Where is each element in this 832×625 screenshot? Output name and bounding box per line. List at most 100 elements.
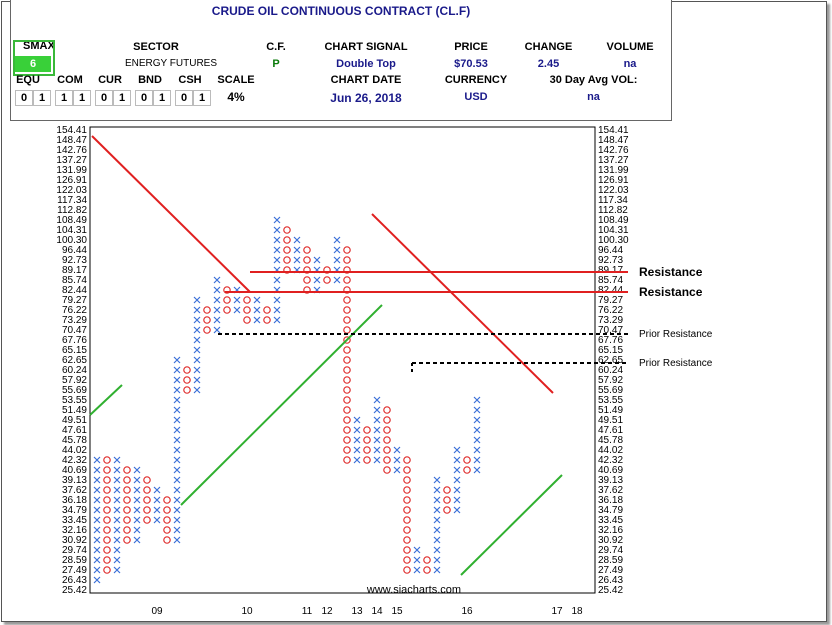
y-tick-label-right: 137.27 — [598, 155, 629, 166]
smax-label: SMAX — [23, 40, 55, 52]
o-mark — [123, 496, 131, 504]
o-mark — [123, 466, 131, 474]
y-tick-label-right: 100.30 — [598, 235, 629, 246]
x-mark — [133, 516, 141, 524]
uptrend-line — [180, 304, 383, 506]
o-mark — [223, 296, 231, 304]
x-mark — [153, 496, 161, 504]
y-tick-label-right: 57.92 — [598, 375, 623, 386]
asset-class-value: 0 — [95, 90, 113, 106]
asset-class-value: 0 — [135, 90, 153, 106]
o-mark — [343, 416, 351, 424]
x-mark — [433, 476, 441, 484]
o-mark — [343, 306, 351, 314]
x-mark — [273, 226, 281, 234]
y-tick-label-right: 76.22 — [598, 305, 623, 316]
o-mark — [163, 506, 171, 514]
x-mark — [273, 256, 281, 264]
x-mark — [113, 466, 121, 474]
asset-class-value: 1 — [55, 90, 73, 106]
y-tick-label-right: 34.79 — [598, 505, 623, 516]
avgvol-value: na — [587, 91, 600, 103]
x-mark — [173, 376, 181, 384]
x-mark — [433, 546, 441, 554]
y-tick-label-left: 39.13 — [62, 475, 87, 486]
x-mark — [173, 426, 181, 434]
y-tick-label-right: 112.82 — [598, 205, 628, 216]
equ-label: EQU — [16, 74, 40, 86]
signal-label: CHART SIGNAL — [324, 41, 408, 53]
y-tick-label-left: 108.49 — [56, 215, 87, 226]
x-mark — [373, 456, 381, 464]
o-mark — [103, 536, 111, 544]
y-tick-label-right: 122.03 — [598, 185, 629, 196]
o-mark — [283, 246, 291, 254]
y-tick-label-left: 49.51 — [62, 415, 87, 426]
change-value: 2.45 — [537, 58, 560, 70]
x-mark — [453, 506, 461, 514]
y-tick-label-left: 30.92 — [62, 535, 87, 546]
x-mark — [273, 296, 281, 304]
x-mark — [93, 456, 101, 464]
y-tick-label-left: 51.49 — [62, 405, 87, 416]
volume-label: VOLUME — [606, 41, 654, 53]
y-tick-label-left: 34.79 — [62, 505, 87, 516]
y-tick-label-right: 89.17 — [598, 265, 623, 276]
y-tick-label-right: 36.18 — [598, 495, 623, 506]
x-mark — [113, 536, 121, 544]
prior-resistance-label: Prior Resistance — [639, 329, 713, 340]
date-value: Jun 26, 2018 — [330, 91, 402, 105]
o-mark — [343, 296, 351, 304]
x-mark — [313, 276, 321, 284]
o-mark — [263, 306, 271, 314]
y-tick-label-left: 73.29 — [62, 315, 87, 326]
com-label: COM — [57, 74, 83, 86]
o-mark — [403, 486, 411, 494]
o-mark — [223, 306, 231, 314]
x-mark — [173, 496, 181, 504]
y-tick-label-left: 33.45 — [62, 515, 87, 526]
o-mark — [163, 526, 171, 534]
x-mark — [333, 236, 341, 244]
o-mark — [143, 476, 151, 484]
x-mark — [193, 316, 201, 324]
x-mark — [473, 456, 481, 464]
cur-label: CUR — [98, 74, 122, 86]
resistance-label: Resistance — [639, 265, 703, 279]
x-mark — [393, 446, 401, 454]
x-mark — [353, 416, 361, 424]
x-mark — [293, 236, 301, 244]
y-tick-label-right: 67.76 — [598, 335, 623, 346]
y-tick-label-left: 36.18 — [62, 495, 87, 506]
asset-class-value: 1 — [73, 90, 91, 106]
x-mark — [113, 546, 121, 554]
o-mark — [383, 426, 391, 434]
currency-value: USD — [464, 91, 488, 103]
x-mark — [193, 336, 201, 344]
x-mark — [433, 536, 441, 544]
x-mark — [173, 506, 181, 514]
o-mark — [383, 416, 391, 424]
x-mark — [433, 566, 441, 574]
y-tick-label-left: 27.49 — [62, 565, 87, 576]
y-tick-label-right: 47.61 — [598, 425, 623, 436]
x-mark — [293, 256, 301, 264]
x-mark — [93, 556, 101, 564]
y-tick-label-left: 25.42 — [62, 585, 87, 596]
smax-box — [13, 40, 55, 76]
o-mark — [383, 406, 391, 414]
x-mark — [473, 406, 481, 414]
x-mark — [473, 436, 481, 444]
x-mark — [433, 526, 441, 534]
x-mark — [353, 436, 361, 444]
y-tick-label-left: 112.82 — [57, 205, 87, 216]
x-mark — [353, 426, 361, 434]
asset-class-value: 0 — [15, 90, 33, 106]
x-mark — [213, 306, 221, 314]
o-mark — [403, 506, 411, 514]
asset-class-value: 0 — [175, 90, 193, 106]
y-tick-label-right: 33.45 — [598, 515, 623, 526]
x-mark — [113, 556, 121, 564]
x-mark — [273, 276, 281, 284]
x-mark — [373, 406, 381, 414]
